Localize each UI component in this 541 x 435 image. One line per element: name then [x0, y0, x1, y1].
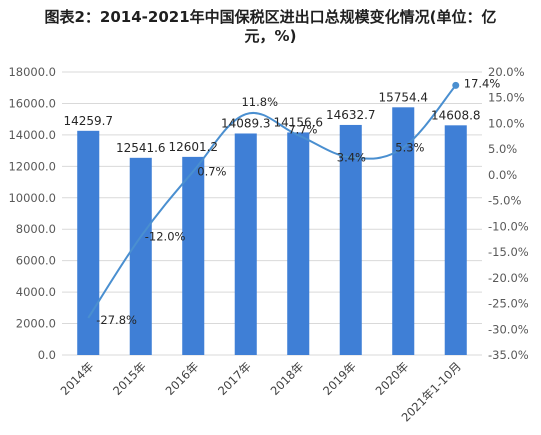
- line-value-label: 0.7%: [197, 164, 226, 178]
- line-value-label: 17.4%: [464, 76, 501, 90]
- y-left-tick-label: 12000.0: [8, 159, 56, 173]
- line-value-label: -27.8%: [96, 313, 137, 327]
- y-right-tick-label: -15.0%: [488, 245, 529, 259]
- line-value-label: 11.8%: [241, 95, 278, 109]
- bar-value-label: 14608.8: [431, 108, 481, 122]
- y-left-tick-label: 14000.0: [8, 128, 56, 142]
- line-value-label: -12.0%: [145, 230, 186, 244]
- bar: [339, 124, 362, 355]
- bar-value-label: 14089.3: [221, 116, 271, 130]
- chart-title-line-1: 图表2：2014-2021年中国保税区进出口总规模变化情况(单位：亿: [44, 8, 497, 26]
- x-tick-label: 2014年: [58, 359, 97, 398]
- growth-line: [87, 84, 457, 319]
- x-tick-label: 2020年: [373, 359, 412, 398]
- y-right-tick-label: 15.0%: [488, 91, 525, 105]
- y-left-tick-label: 2000.0: [16, 317, 56, 331]
- y-left-tick-label: 18000.0: [8, 65, 56, 79]
- y-right-tick-label: -30.0%: [488, 322, 529, 336]
- x-tick-label: 2018年: [268, 359, 307, 398]
- y-right-tick-label: 20.0%: [488, 65, 525, 79]
- bar: [444, 125, 467, 355]
- bar-value-label: 14632.7: [326, 108, 376, 122]
- bar-value-label: 14259.7: [63, 114, 113, 128]
- bar-value-label: 15754.4: [378, 90, 428, 104]
- y-right-tick-label: -25.0%: [488, 297, 529, 311]
- y-left-tick-label: 0.0: [38, 348, 56, 362]
- y-left-tick-label: 16000.0: [8, 96, 56, 110]
- y-right-tick-label: -10.0%: [488, 219, 529, 233]
- y-right-tick-label: -35.0%: [488, 348, 529, 362]
- line-point: [452, 81, 460, 89]
- bar-value-label: 14156.6: [273, 115, 323, 129]
- x-tick-label: 2015年: [110, 359, 149, 398]
- bar-value-label: 12541.6: [116, 141, 166, 155]
- y-left-tick-label: 4000.0: [16, 285, 56, 299]
- y-right-tick-label: 0.0%: [488, 168, 517, 182]
- y-right-tick-label: 10.0%: [488, 116, 525, 130]
- y-left-tick-label: 10000.0: [8, 191, 56, 205]
- x-tick-label: 2019年: [320, 359, 359, 398]
- chart-title: 图表2：2014-2021年中国保税区进出口总规模变化情况(单位：亿 元，%): [0, 8, 541, 46]
- y-right-tick-label: 5.0%: [488, 142, 517, 156]
- x-tick-label: 2016年: [163, 359, 202, 398]
- bar-value-label: 12601.2: [168, 140, 218, 154]
- bar: [287, 132, 310, 355]
- bar: [77, 130, 100, 355]
- bar: [392, 107, 415, 356]
- y-left-tick-label: 8000.0: [16, 222, 56, 236]
- line-value-label: 3.4%: [337, 150, 366, 164]
- x-tick-label: 2017年: [215, 359, 254, 398]
- y-left-tick-label: 6000.0: [16, 254, 56, 268]
- bar: [129, 157, 152, 355]
- bar: [182, 156, 205, 355]
- y-right-tick-label: -20.0%: [488, 271, 529, 285]
- line-value-label: 7.7%: [288, 122, 317, 136]
- chart-title-line-2: 元，%): [244, 27, 297, 45]
- bar: [234, 133, 257, 355]
- y-right-tick-label: -5.0%: [488, 194, 521, 208]
- line-value-label: 5.3%: [395, 141, 424, 155]
